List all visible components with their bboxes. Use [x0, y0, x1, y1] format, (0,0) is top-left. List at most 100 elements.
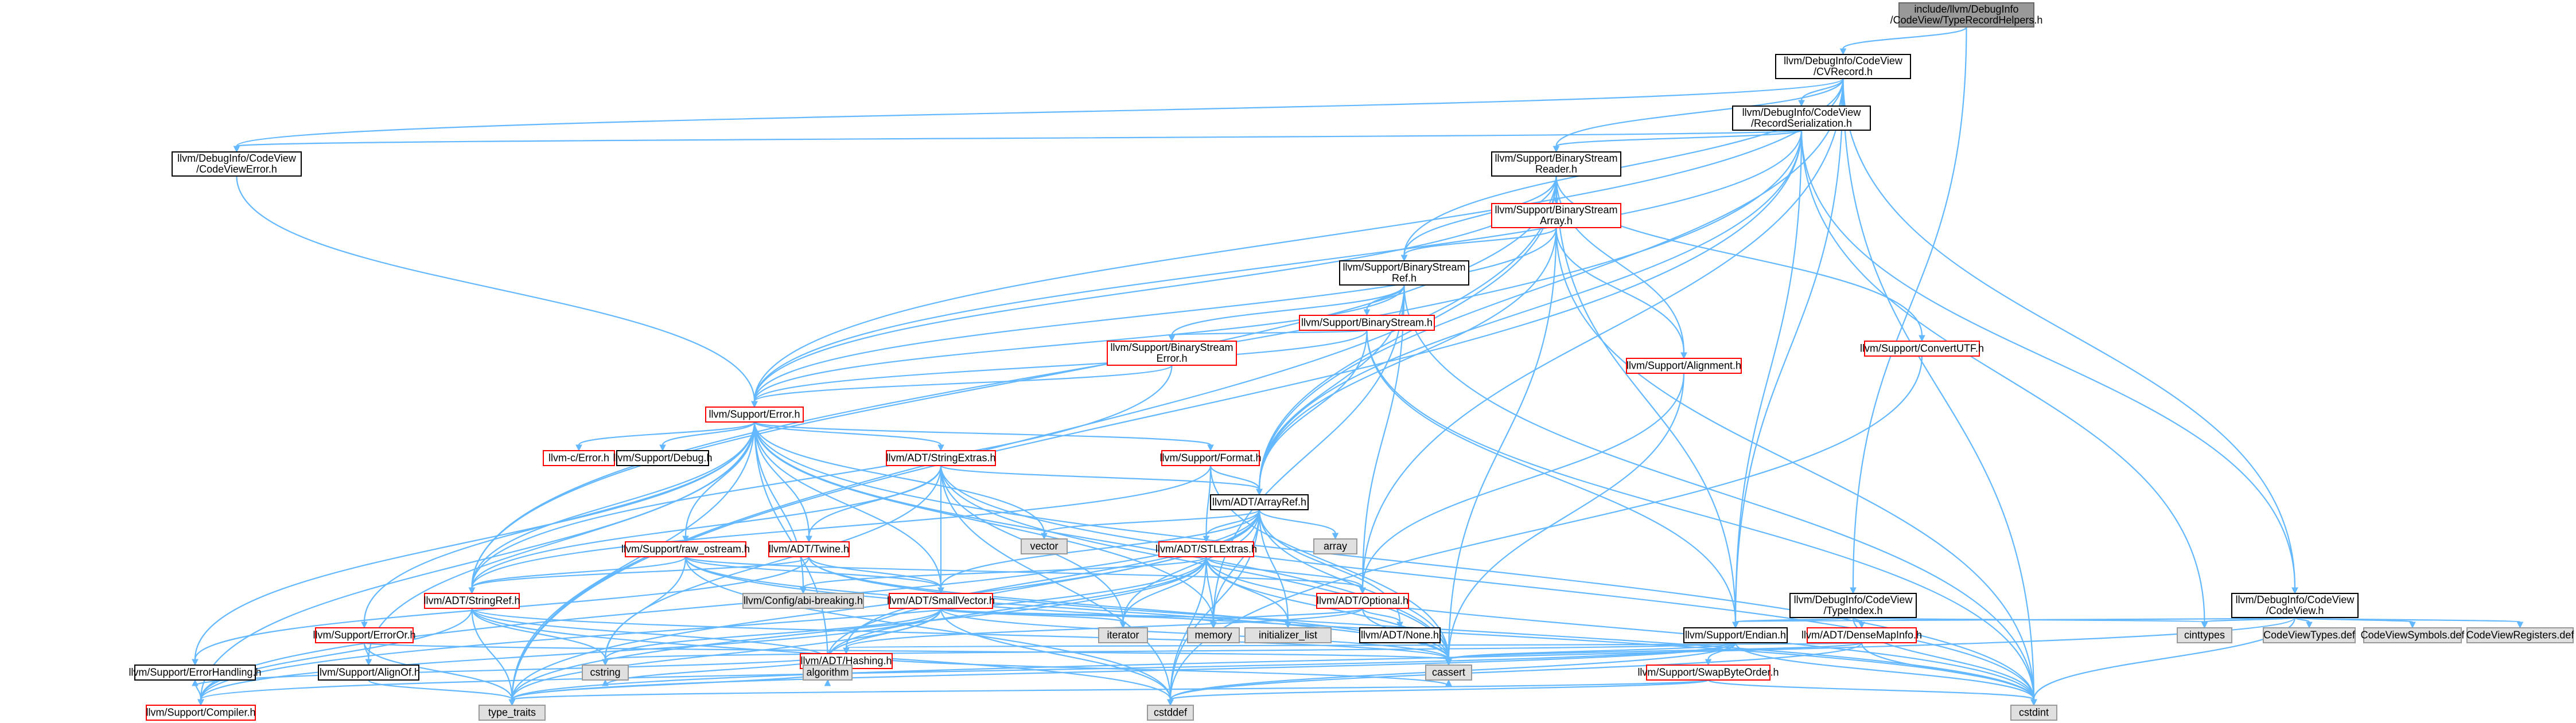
node-codeview[interactable]: llvm/DebugInfo/CodeView/CodeView.h: [2231, 593, 2359, 618]
edge-line: [940, 465, 1450, 660]
node-arrayref[interactable]: llvm/ADT/ArrayRef.h: [1210, 494, 1309, 510]
node-label: CodeViewTypes.def: [2263, 630, 2356, 641]
edge-line: [194, 679, 202, 700]
node-label: llvm/ADT/STLExtras.h: [1155, 544, 1257, 555]
node-label: memory: [1194, 630, 1232, 641]
edge-arrowhead: [1445, 659, 1452, 666]
edge-line: [684, 556, 1172, 700]
node-compiler[interactable]: llvm/Support/Compiler.h: [146, 705, 256, 721]
node-label: llvm/ADT/Optional.h: [1317, 595, 1408, 607]
node-label: cinttypes: [2184, 630, 2225, 641]
edge-arrowhead: [824, 679, 831, 686]
edge-error-to-format: [753, 421, 1214, 452]
node-box: [1210, 494, 1309, 510]
node-label: vector: [1030, 541, 1058, 552]
node-label: /TypeIndex.h: [1823, 605, 1882, 616]
node-strextras[interactable]: llvm/ADT/StringExtras.h: [886, 450, 996, 466]
node-bstream[interactable]: llvm/Support/BinaryStream.h: [1299, 315, 1435, 331]
node-errhandling[interactable]: llvm/Support/ErrorHandling.h: [129, 665, 262, 681]
node-cverror[interactable]: llvm/DebugInfo/CodeView/CodeViewError.h: [172, 151, 302, 177]
node-none[interactable]: llvm/ADT/None.h: [1359, 627, 1441, 643]
edge-bsreader-to-endian: [1555, 175, 1739, 629]
node-box: [1299, 315, 1435, 331]
edge-arrowhead: [2516, 622, 2524, 629]
edge-line: [578, 421, 756, 446]
edge-line: [1205, 556, 1364, 588]
edge-line: [1403, 175, 1557, 256]
edge-line: [1734, 616, 2296, 623]
edge-line: [1447, 227, 1557, 660]
node-stringref[interactable]: llvm/ADT/StringRef.h: [423, 593, 520, 609]
edge-line: [1258, 175, 1557, 490]
edge-line: [940, 509, 1260, 588]
node-swapbyte[interactable]: llvm/Support/SwapByteOrder.h: [1637, 665, 1779, 681]
node-alignof[interactable]: llvm/Support/AlignOf.h: [317, 665, 420, 681]
edge-line: [511, 679, 1709, 701]
node-box: [424, 593, 520, 609]
node-label: Array.h: [1540, 215, 1573, 226]
node-densemapinfo[interactable]: llvm/ADT/DenseMapInfo.h: [1801, 627, 1922, 643]
node-label: array: [1324, 541, 1347, 552]
edge-bstream-to-arrayref: [1256, 330, 1368, 496]
node-erroror[interactable]: llvm/Support/ErrorOr.h: [313, 627, 416, 643]
edge-arrowhead: [1207, 444, 1214, 452]
node-stlextras[interactable]: llvm/ADT/STLExtras.h: [1155, 541, 1257, 557]
edge-arrowhead: [682, 536, 689, 543]
node-cvtypes: CodeViewTypes.def: [2263, 627, 2356, 643]
node-debug[interactable]: llvm/Support/Debug.h: [613, 450, 713, 466]
edge-line: [753, 421, 828, 660]
edge-line: [1734, 78, 1844, 623]
edge-line: [1212, 284, 1405, 623]
edge-line: [753, 421, 942, 588]
node-typeindex[interactable]: llvm/DebugInfo/CodeView/TypeIndex.h: [1789, 593, 1917, 618]
edge-recser-to-bsreader: [1552, 129, 1803, 153]
node-endian[interactable]: llvm/Support/Endian.h: [1683, 627, 1788, 643]
node-label: llvm/Support/Error.h: [709, 409, 800, 420]
node-format[interactable]: llvm/Support/Format.h: [1159, 450, 1262, 466]
edge-line: [1842, 26, 1967, 49]
node-box: [742, 593, 864, 609]
node-box: [1147, 705, 1194, 721]
node-label: algorithm: [806, 667, 849, 678]
node-label: llvm/Config/abi-breaking.h: [744, 595, 863, 607]
edge-line: [753, 421, 1450, 660]
node-rawostream[interactable]: llvm/Support/raw_ostream.h: [621, 541, 750, 557]
node-twine[interactable]: llvm/ADT/Twine.h: [768, 541, 850, 557]
node-convutf[interactable]: llvm/Support/ConvertUTF.h: [1860, 341, 1984, 357]
node-optional[interactable]: llvm/ADT/Optional.h: [1316, 593, 1409, 609]
edge-line: [471, 365, 1173, 588]
node-recser[interactable]: llvm/DebugInfo/CodeView/RecordSerializat…: [1732, 105, 1871, 131]
node-box: [1789, 593, 1917, 618]
edge-arrayref-to-vector: [1041, 509, 1260, 540]
node-smallvec[interactable]: llvm/ADT/SmallVector.h: [887, 593, 995, 609]
node-box: [315, 627, 414, 643]
edge-line: [1800, 130, 2205, 623]
node-alignment[interactable]: llvm/Support/Alignment.h: [1626, 358, 1742, 374]
node-label: llvm/ADT/None.h: [1361, 630, 1439, 641]
edge-cverror-to-error: [236, 175, 758, 408]
edge-erroror-to-cassert: [363, 642, 1452, 666]
node-cerror[interactable]: llvm-c/Error.h: [543, 450, 615, 466]
edge-arrowhead: [365, 659, 372, 666]
edge-line: [753, 175, 1557, 402]
edge-arrowhead: [1680, 352, 1687, 359]
edge-line: [236, 129, 1803, 147]
edge-arrowhead: [2030, 699, 2037, 706]
edge-line: [1258, 330, 1368, 490]
edge-line: [1122, 509, 1260, 623]
node-error[interactable]: llvm/Support/Error.h: [705, 407, 804, 423]
edge-line: [940, 608, 1172, 700]
edge-line: [753, 421, 1045, 534]
edge-line: [1122, 556, 1207, 623]
edge-bsarray-to-cstdint: [1555, 227, 2037, 706]
node-root[interactable]: include/llvm/DebugInfo/CodeView/TypeReco…: [1890, 2, 2043, 28]
node-label: llvm/ADT/StringExtras.h: [886, 452, 995, 464]
node-cvrecord[interactable]: llvm/DebugInfo/CodeView/CVRecord.h: [1775, 54, 1911, 79]
edge-codeview-to-cvregs: [2294, 616, 2524, 629]
node-label: CodeViewSymbols.def: [2361, 630, 2465, 641]
node-label: type_traits: [488, 707, 536, 719]
